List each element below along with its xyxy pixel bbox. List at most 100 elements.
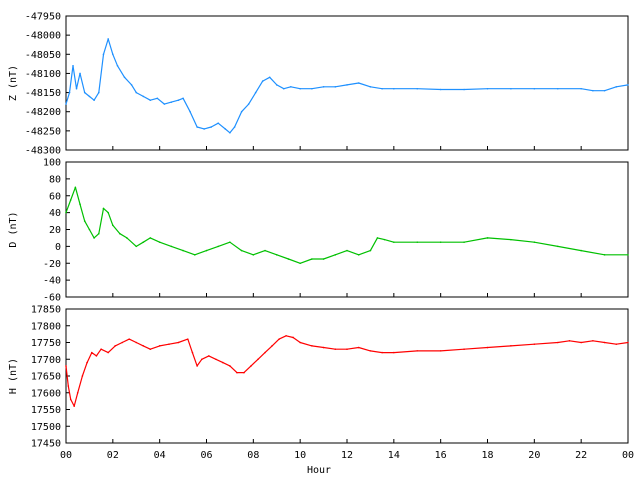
data-point-h <box>257 358 259 361</box>
plot-frame-h <box>65 308 629 444</box>
data-point-d <box>142 241 145 243</box>
data-point-d <box>170 245 173 248</box>
data-point-h <box>369 350 372 352</box>
data-point-z <box>463 88 465 91</box>
x-tick-label: 04 <box>154 450 166 461</box>
data-point-z <box>196 126 198 128</box>
data-point-h <box>186 338 189 340</box>
data-point-h <box>73 405 75 407</box>
y-tick-label: 0 <box>55 242 61 253</box>
x-tick-label: 18 <box>481 450 493 461</box>
data-point-z <box>268 76 271 79</box>
data-point-d <box>439 241 442 243</box>
data-point-z <box>240 110 243 113</box>
data-point-d <box>627 254 629 256</box>
data-point-d <box>69 199 72 201</box>
x-tick-label: 20 <box>528 450 540 461</box>
data-point-h <box>615 343 618 345</box>
data-point-h <box>439 350 442 352</box>
data-point-h <box>191 351 194 354</box>
data-point-z <box>123 76 126 79</box>
data-point-h <box>229 365 231 367</box>
data-point-z <box>163 103 166 105</box>
data-point-h <box>114 345 116 347</box>
x-tick-label: 12 <box>341 450 353 461</box>
data-point-d <box>149 237 152 239</box>
data-point-z <box>334 86 337 88</box>
x-tick-label: 02 <box>107 450 119 461</box>
data-point-h <box>580 341 582 344</box>
data-point-d <box>486 237 489 239</box>
data-point-d <box>182 249 184 252</box>
x-tick-label: 10 <box>294 450 306 461</box>
data-point-h <box>334 348 337 351</box>
y-tick-label: 17500 <box>31 422 61 433</box>
y-tick-label: 17750 <box>31 338 61 349</box>
data-point-h <box>142 345 145 347</box>
data-point-d <box>252 254 255 256</box>
y-tick-label: -48200 <box>25 107 61 118</box>
data-point-d <box>322 258 325 260</box>
y-tick-label: -48150 <box>25 88 61 99</box>
data-point-h <box>236 371 238 374</box>
data-point-d <box>603 254 606 256</box>
data-point-d <box>580 249 582 252</box>
data-point-z <box>116 64 119 67</box>
data-point-z <box>556 87 559 90</box>
x-tick-label: 16 <box>435 450 447 461</box>
data-point-z <box>357 82 360 84</box>
data-point-h <box>311 345 313 347</box>
data-point-d <box>346 249 348 252</box>
data-point-d <box>126 237 128 239</box>
data-point-d <box>65 211 67 214</box>
data-point-z <box>261 80 264 82</box>
y-tick-label: 17450 <box>31 439 61 450</box>
data-point-h <box>149 348 152 351</box>
y-tick-label: 40 <box>49 208 61 219</box>
data-point-z <box>203 128 205 130</box>
data-point-z <box>112 53 114 56</box>
x-axis-label: Hour <box>307 465 331 476</box>
x-axis: 00 02 04 06 08 10 12 14 16 18 20 22 00 <box>60 450 634 461</box>
data-point-h <box>346 348 348 351</box>
data-point-h <box>271 345 273 347</box>
data-point-z <box>149 99 152 102</box>
data-point-z <box>75 87 78 90</box>
data-point-h <box>90 351 93 354</box>
data-point-h <box>533 343 536 345</box>
data-point-z <box>68 91 71 94</box>
data-point-h <box>215 358 217 361</box>
data-point-z <box>79 72 81 75</box>
data-point-h <box>65 365 67 367</box>
y-tick-label: 17550 <box>31 405 61 416</box>
data-point-h <box>250 365 252 367</box>
panel-d: 100 80 60 40 20 0 -20 -40 -60 D (nT) <box>8 158 629 304</box>
data-point-z <box>533 87 536 90</box>
data-point-d <box>369 249 372 252</box>
data-point-h <box>107 351 109 354</box>
data-point-d <box>158 241 161 243</box>
y-axis-label-h: H (nT) <box>8 358 19 394</box>
data-point-z <box>224 128 227 130</box>
data-point-z <box>254 91 257 94</box>
data-point-h <box>158 345 161 347</box>
data-point-d <box>510 238 512 241</box>
data-point-z <box>142 95 145 98</box>
data-point-z <box>615 86 618 88</box>
y-tick-label: 17800 <box>31 321 61 332</box>
data-point-d <box>102 207 105 210</box>
x-tick-label: 00 <box>622 450 634 461</box>
data-point-h <box>95 355 98 357</box>
data-point-h <box>416 350 419 352</box>
data-point-z <box>72 64 74 67</box>
data-point-h <box>568 340 571 342</box>
data-point-h <box>322 346 325 349</box>
data-point-d <box>275 254 278 256</box>
y-tick-label: -48100 <box>25 69 61 80</box>
data-point-h <box>299 341 301 344</box>
series-line-z <box>65 38 629 134</box>
data-point-h <box>510 345 512 347</box>
data-point-h <box>196 365 198 367</box>
data-point-d <box>79 203 81 205</box>
data-point-z <box>290 86 292 88</box>
